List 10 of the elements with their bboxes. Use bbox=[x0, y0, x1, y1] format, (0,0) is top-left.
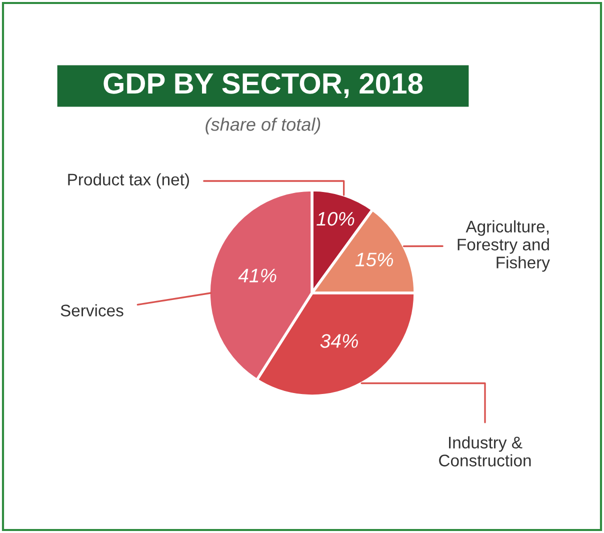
slice-label: Agriculture, Forestry and Fishery bbox=[458, 220, 550, 272]
slice-label: Industry & Construction bbox=[439, 436, 531, 466]
data-label: 15% bbox=[355, 252, 394, 266]
slice-label: Services bbox=[60, 304, 124, 316]
data-label: 10% bbox=[316, 212, 354, 226]
chart-subtitle: (share of total) bbox=[206, 118, 320, 134]
chart-title: GDP BY SECTOR, 2018 bbox=[104, 73, 423, 98]
data-label: 41% bbox=[238, 268, 276, 282]
slice-label: Product tax (net) bbox=[68, 173, 189, 189]
data-label: 34% bbox=[320, 334, 358, 348]
